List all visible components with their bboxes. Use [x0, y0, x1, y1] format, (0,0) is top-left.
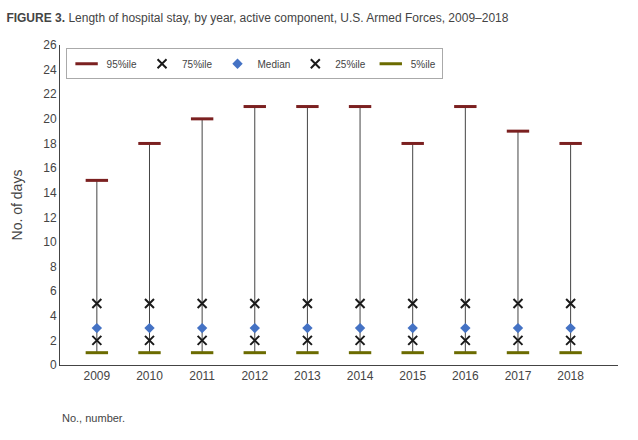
svg-text:5%ile: 5%ile: [411, 59, 436, 70]
svg-text:14: 14: [43, 186, 57, 200]
svg-text:26: 26: [43, 38, 57, 52]
svg-text:2016: 2016: [452, 369, 479, 383]
svg-text:0: 0: [50, 358, 57, 372]
svg-text:2013: 2013: [294, 369, 321, 383]
svg-text:25%ile: 25%ile: [335, 59, 365, 70]
svg-text:2017: 2017: [505, 369, 532, 383]
svg-text:2015: 2015: [399, 369, 426, 383]
svg-text:FIGURE 3. Length of hospital s: FIGURE 3. Length of hospital stay, by ye…: [6, 11, 508, 25]
svg-text:2009: 2009: [83, 369, 110, 383]
svg-text:2010: 2010: [136, 369, 163, 383]
svg-text:18: 18: [43, 137, 57, 151]
svg-text:2018: 2018: [557, 369, 584, 383]
svg-text:22: 22: [43, 87, 57, 101]
svg-text:8: 8: [50, 260, 57, 274]
svg-text:No. of days: No. of days: [9, 170, 25, 241]
svg-text:No., number.: No., number.: [62, 412, 125, 424]
svg-text:75%ile: 75%ile: [182, 59, 212, 70]
svg-text:20: 20: [43, 112, 57, 126]
svg-text:2014: 2014: [347, 369, 374, 383]
svg-text:95%ile: 95%ile: [107, 59, 137, 70]
svg-text:4: 4: [50, 309, 57, 323]
svg-text:16: 16: [43, 161, 57, 175]
svg-text:2: 2: [50, 334, 57, 348]
svg-text:2011: 2011: [189, 369, 215, 383]
svg-text:12: 12: [43, 211, 57, 225]
svg-text:10: 10: [43, 235, 57, 249]
svg-text:2012: 2012: [241, 369, 268, 383]
svg-text:6: 6: [50, 284, 57, 298]
svg-text:Median: Median: [257, 59, 290, 70]
svg-text:24: 24: [43, 63, 57, 77]
